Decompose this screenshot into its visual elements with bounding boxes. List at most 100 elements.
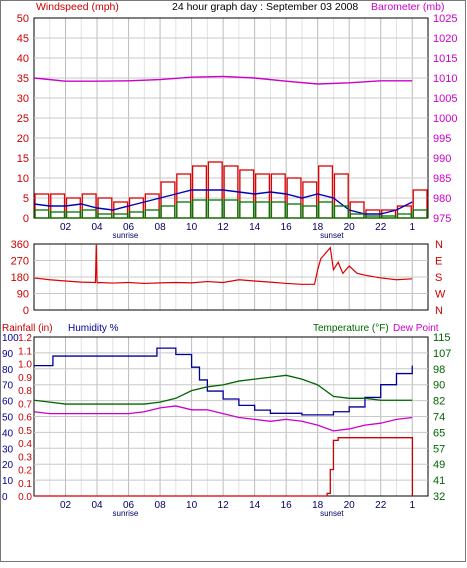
windspeed-tick-label: 35 [17, 73, 29, 85]
barometer-tick-label: 995 [433, 133, 451, 145]
windspeed-tick-label: 25 [17, 113, 29, 125]
rain-tick-label: 0.9 [18, 373, 32, 384]
windspeed-tick-label: 10 [17, 173, 29, 185]
direction-degrees-tick-label: 270 [11, 256, 29, 268]
direction-compass-tick-label: S [435, 272, 442, 284]
barometer-tick-label: 1025 [433, 13, 457, 25]
direction-compass-tick-label: E [435, 256, 442, 268]
direction-degrees-tick-label: 180 [11, 272, 29, 284]
climate-hour-label: 1 [409, 500, 415, 511]
climate-hour-label: 22 [375, 500, 387, 511]
rain-tick-label: 0.8 [18, 386, 32, 397]
wind-hour-label: 22 [375, 222, 387, 233]
temperature-tick-label: 74 [433, 412, 445, 424]
rain-tick-label: 0.6 [18, 413, 32, 424]
wind-hour-label: 20 [344, 222, 356, 233]
avg-bar [191, 199, 208, 219]
avg-bar [239, 201, 255, 219]
avg-bar [318, 201, 334, 219]
barometer-tick-label: 1005 [433, 93, 457, 105]
wind-hour-label: 14 [249, 222, 261, 233]
direction-compass-tick-label: W [435, 289, 446, 301]
rain-tick-label: 0.4 [18, 439, 32, 450]
avg-bar [223, 199, 239, 219]
barometer-tick-label: 1000 [433, 113, 457, 125]
climate-hour-label: 08 [155, 500, 167, 511]
barometer-tick-label: 990 [433, 153, 451, 165]
windspeed-tick-label: 50 [17, 13, 29, 25]
wind-hour-label: 08 [155, 222, 167, 233]
wind-hour-label: 1 [409, 222, 415, 233]
climate-hour-label: 14 [249, 500, 261, 511]
climate-hour-label: 10 [186, 500, 198, 511]
rainfall-label: Rainfall (in) [2, 323, 53, 334]
climate-hour-label: 16 [281, 500, 293, 511]
rain-series-line [34, 437, 414, 497]
avg-bar [286, 203, 302, 219]
humidity-tick-label: 80 [2, 365, 14, 376]
humidity-tick-label: 50 [2, 413, 14, 424]
climate-hour-label: 12 [218, 500, 230, 511]
humidity-tick-label: 70 [2, 381, 14, 392]
humidity-series-line [34, 347, 413, 416]
temperature-tick-label: 115 [433, 332, 451, 344]
baro-series-line [33, 75, 413, 85]
avg-bar [412, 209, 428, 219]
windspeed-tick-label: 15 [17, 153, 29, 165]
direction-degrees-tick-label: 360 [11, 239, 29, 251]
temperature-tick-label: 98 [433, 364, 445, 376]
humidity-tick-label: 90 [2, 349, 14, 360]
barometer-title: Barometer (mb) [371, 1, 445, 13]
temperature-label: Temperature (°F) [313, 323, 389, 334]
temperature-tick-label: 57 [433, 443, 445, 455]
avg-bar [97, 213, 113, 219]
avg-bar [333, 205, 349, 219]
humidity-tick-label: 10 [2, 476, 14, 487]
rain-tick-label: 0.2 [18, 466, 32, 477]
temperature-tick-label: 49 [433, 459, 445, 471]
temperature-tick-label: 82 [433, 396, 445, 408]
barometer-tick-label: 975 [433, 213, 451, 225]
avg-bar [113, 213, 129, 219]
wind-hour-label: 02 [60, 222, 72, 233]
humidity-label: Humidity % [68, 323, 119, 334]
climate-hour-label: 02 [60, 500, 72, 511]
avg-bar [50, 211, 66, 219]
temperature-tick-label: 90 [433, 380, 445, 392]
humidity-tick-label: 100 [2, 333, 19, 344]
barometer-tick-label: 980 [433, 193, 451, 205]
windspeed-tick-label: 5 [23, 193, 29, 205]
dewpoint-series-line [33, 405, 413, 432]
wind-direction-line [33, 244, 413, 285]
wind-sunset-label: sunset [320, 231, 344, 240]
avg-bar [365, 215, 381, 219]
avg-bar [160, 205, 176, 219]
windspeed-title: Windspeed (mph) [36, 1, 119, 13]
rain-tick-label: 1.0 [18, 360, 32, 371]
barometer-tick-label: 1015 [433, 53, 457, 65]
rain-tick-label: 0.7 [18, 399, 32, 410]
rain-tick-label: 0.5 [18, 426, 32, 437]
avg-bar [34, 209, 50, 219]
barometer-tick-label: 985 [433, 173, 451, 185]
direction-degrees-tick-label: 0 [23, 305, 29, 317]
humidity-tick-label: 30 [2, 444, 14, 455]
windspeed-tick-label: 40 [17, 53, 29, 65]
direction-compass-tick-label: N [435, 305, 443, 317]
avg-bar [128, 211, 144, 219]
climate-hour-label: 06 [123, 500, 135, 511]
wind-hour-label: 12 [218, 222, 230, 233]
avg-bar [144, 209, 160, 219]
avg-bar [176, 201, 192, 219]
climate-hour-label: 04 [91, 500, 103, 511]
temperature-tick-label: 41 [433, 475, 445, 487]
humidity-tick-label: 60 [2, 397, 14, 408]
temperature-tick-label: 32 [433, 491, 445, 503]
wind-hour-label: 18 [312, 222, 324, 233]
windspeed-tick-label: 45 [17, 33, 29, 45]
wind-hour-label: 16 [281, 222, 293, 233]
climate-sunrise-label: sunrise [113, 509, 139, 518]
humidity-tick-label: 0 [2, 492, 8, 503]
